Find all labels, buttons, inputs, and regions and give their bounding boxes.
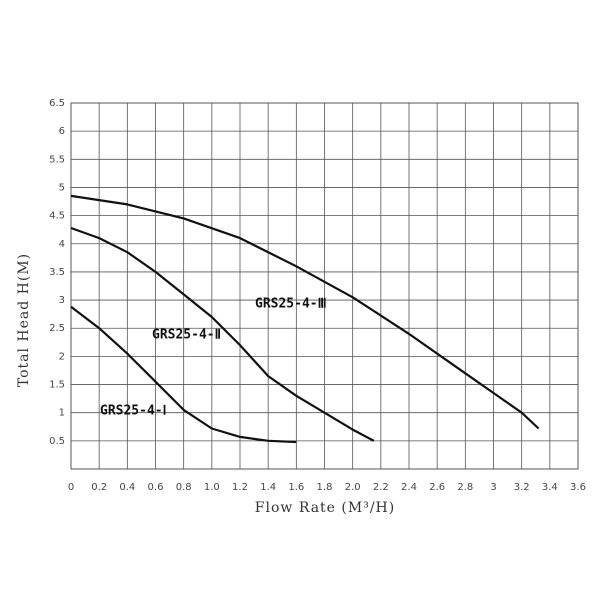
x-tick-label: 0.6 bbox=[148, 482, 164, 493]
x-tick-label: 1.0 bbox=[204, 482, 220, 493]
y-tick-label: 3.5 bbox=[49, 267, 65, 278]
x-tick-label: 3.4 bbox=[542, 482, 558, 493]
y-tick-label: 5 bbox=[59, 182, 65, 193]
x-tick-label: 2.8 bbox=[457, 482, 473, 493]
x-tick-label: 3.2 bbox=[514, 482, 530, 493]
x-tick-label: 3 bbox=[490, 482, 496, 493]
x-tick-label: 2.4 bbox=[401, 482, 417, 493]
pump-curve bbox=[70, 305, 297, 444]
y-tick-label: 4 bbox=[59, 239, 65, 250]
pump-curve bbox=[70, 226, 375, 442]
pump-curve bbox=[70, 194, 540, 430]
y-tick-label: 2.5 bbox=[49, 323, 65, 334]
x-tick-label: 2.6 bbox=[429, 482, 445, 493]
series-label: GRS25-4-Ⅰ bbox=[100, 404, 166, 419]
x-axis-title: Flow Rate (M³/H) bbox=[255, 500, 395, 516]
y-tick-label: 5.5 bbox=[49, 154, 65, 165]
y-tick-label: 2 bbox=[59, 351, 65, 362]
y-tick-label: 6 bbox=[59, 126, 65, 137]
x-tick-label: 1.4 bbox=[260, 482, 276, 493]
x-tick-label: 1.8 bbox=[317, 482, 333, 493]
series-label: GRS25-4-Ⅲ bbox=[255, 297, 327, 312]
x-tick-label: 0.2 bbox=[91, 482, 107, 493]
x-tick-label: 0.8 bbox=[176, 482, 192, 493]
x-tick-label: 0.4 bbox=[119, 482, 135, 493]
series-label: GRS25-4-Ⅱ bbox=[152, 328, 221, 343]
x-tick-label: 3.6 bbox=[570, 482, 586, 493]
y-axis-title: Total Head H(M) bbox=[16, 253, 32, 387]
y-tick-label: 0.5 bbox=[49, 436, 65, 447]
y-tick-label: 6.5 bbox=[49, 98, 65, 109]
x-tick-label: 1.2 bbox=[232, 482, 248, 493]
y-tick-label: 3 bbox=[59, 295, 65, 306]
x-tick-label: 0 bbox=[68, 482, 74, 493]
plot-frame bbox=[70, 102, 579, 470]
x-tick-label: 2.0 bbox=[345, 482, 361, 493]
y-tick-label: 1.5 bbox=[49, 380, 65, 391]
x-tick-label: 1.6 bbox=[288, 482, 304, 493]
y-tick-label: 1 bbox=[59, 408, 65, 419]
y-tick-label: 4.5 bbox=[49, 211, 65, 222]
x-tick-label: 2.2 bbox=[373, 482, 389, 493]
